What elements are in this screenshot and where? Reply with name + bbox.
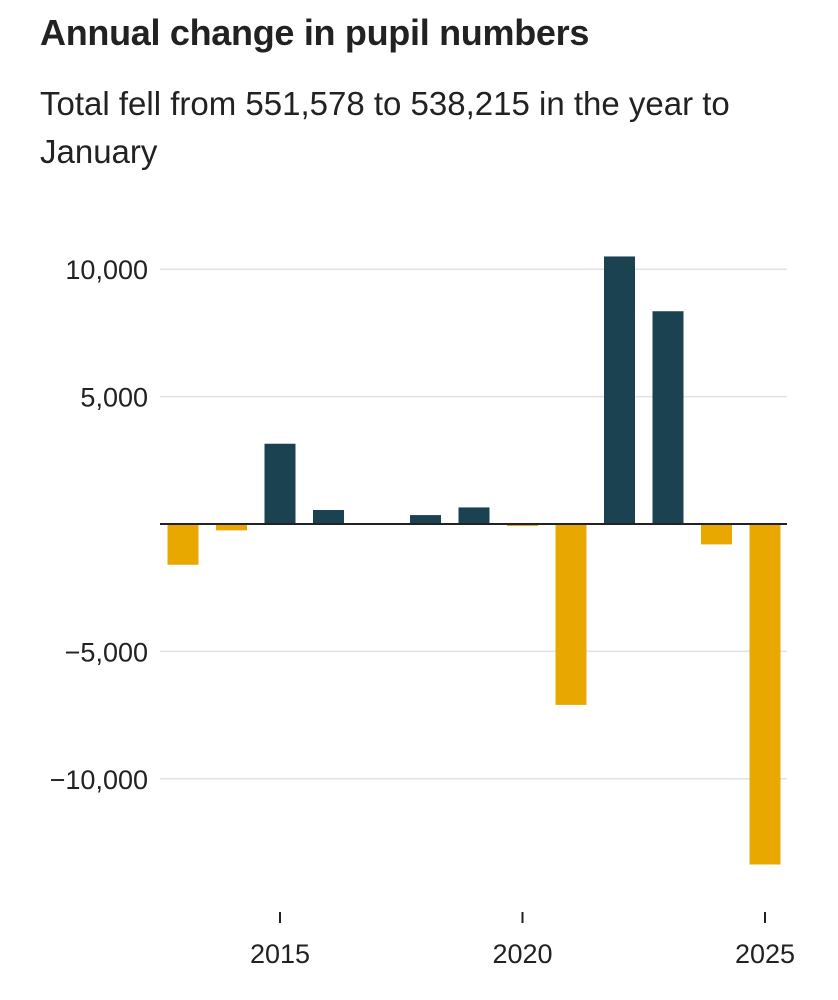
y-tick-label: 10,000: [65, 255, 148, 285]
bar-2019: [458, 507, 490, 524]
bar-2015: [264, 443, 296, 524]
bar-2021: [555, 524, 587, 705]
x-tick-label: 2020: [492, 939, 552, 969]
y-tick-label: 5,000: [80, 383, 148, 413]
bar-2025: [749, 524, 781, 865]
bar-2020: [507, 524, 538, 527]
x-tick-label: 2015: [250, 939, 310, 969]
y-tick-label: −10,000: [50, 765, 148, 795]
gridlines: [160, 268, 787, 780]
y-axis-labels: 10,000 5,000 −5,000 −10,000: [50, 255, 148, 795]
chart-subtitle: Total fell from 551,578 to 538,215 in th…: [40, 85, 730, 170]
bar-2018: [410, 515, 441, 524]
bar-2024: [701, 524, 732, 545]
bars: [167, 256, 781, 865]
bar-2023: [652, 311, 684, 524]
bar-2022: [604, 256, 635, 524]
bar-2016: [313, 509, 344, 524]
bar-2014: [216, 524, 247, 531]
bar-2013: [167, 524, 199, 565]
x-tick-label: 2025: [735, 939, 795, 969]
x-axis: 2015 2020 2025: [250, 912, 795, 969]
chart-title: Annual change in pupil numbers: [40, 12, 590, 53]
y-tick-label: −5,000: [65, 637, 148, 667]
